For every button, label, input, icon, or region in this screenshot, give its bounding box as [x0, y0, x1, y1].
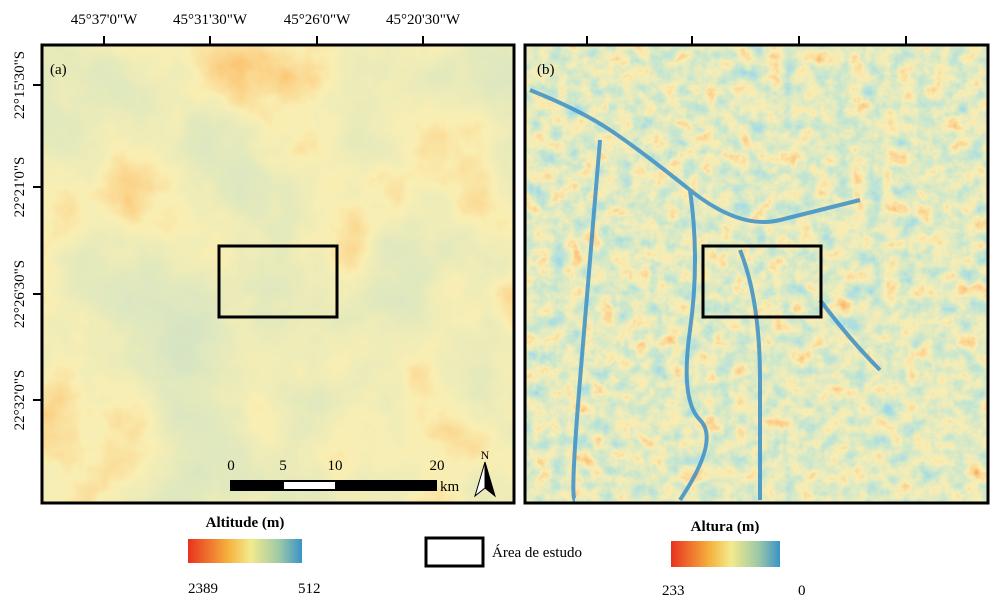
lon-label: 45°31'30"W	[173, 12, 248, 28]
scale-label: 5	[279, 458, 287, 474]
legend-max: 2389	[188, 581, 218, 596]
panel-label: (a)	[50, 62, 67, 78]
study-area-swatch	[426, 538, 483, 566]
color-ramp	[188, 539, 302, 563]
scale-unit: km	[440, 479, 460, 495]
legend-title: Altitude (m)	[206, 515, 285, 531]
legend-min: 0	[798, 583, 806, 596]
figure: (a) (b) 45°37'0"W 45°31'30"W 45°26'0"W 4…	[0, 0, 991, 596]
altitude-raster	[42, 45, 514, 503]
legend-min: 512	[298, 581, 321, 596]
scale-label: 20	[430, 458, 445, 474]
lon-label: 45°26'0"W	[284, 12, 351, 28]
panel-label: (b)	[537, 62, 555, 78]
lat-label: 22°15'30"S	[12, 51, 28, 119]
lat-label: 22°32'0"S	[12, 370, 28, 431]
scale-bar	[230, 480, 437, 491]
color-ramp	[671, 541, 780, 567]
scale-label: 0	[227, 458, 235, 474]
lon-label: 45°20'30"W	[386, 12, 461, 28]
legend-title: Altura (m)	[691, 519, 760, 535]
legend-label: Área de estudo	[492, 544, 582, 561]
legend-max: 233	[662, 583, 685, 596]
height-raster	[525, 45, 988, 503]
lon-label: 45°37'0"W	[71, 12, 138, 28]
north-label: N	[481, 448, 490, 462]
lat-label: 22°26'30"S	[12, 260, 28, 328]
scale-label: 10	[328, 458, 343, 474]
lat-label: 22°21'0"S	[12, 157, 28, 218]
